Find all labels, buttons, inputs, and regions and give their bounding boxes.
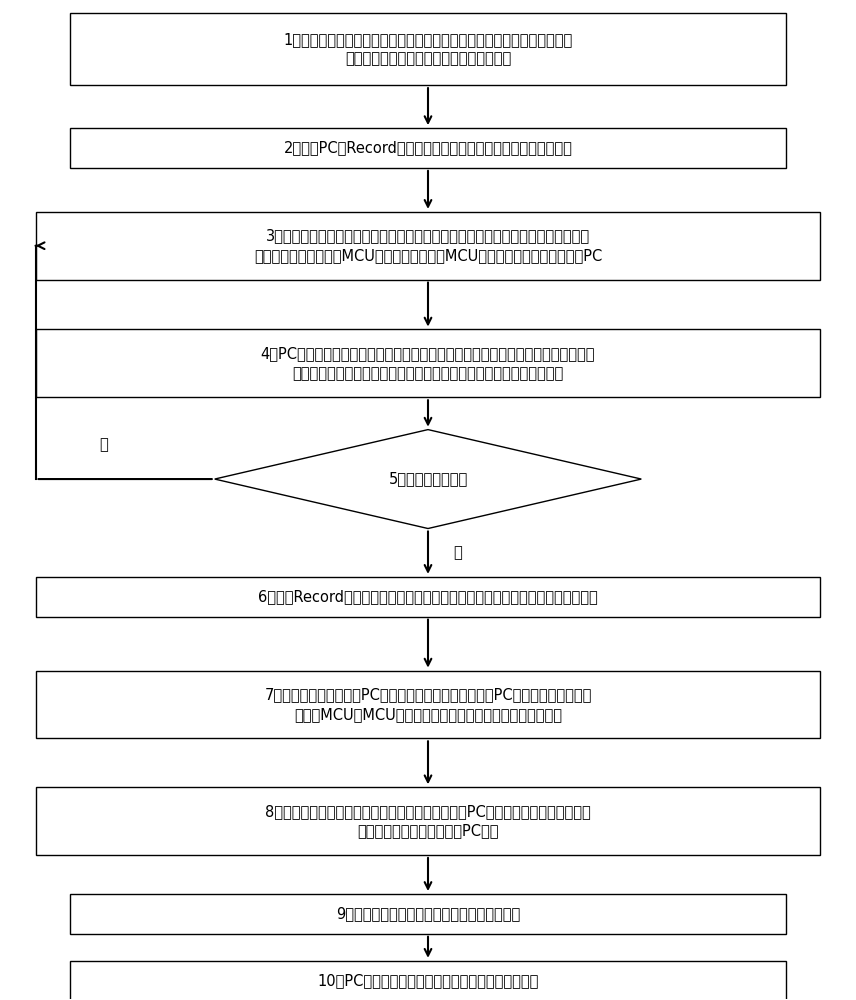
- FancyBboxPatch shape: [35, 212, 821, 280]
- FancyBboxPatch shape: [69, 894, 787, 934]
- FancyBboxPatch shape: [69, 13, 787, 85]
- Text: 是: 是: [454, 545, 462, 560]
- Polygon shape: [215, 430, 641, 529]
- Text: 4、PC记录测试盒传输的遥控指令，同时获取其操作系统的时钟信息，计算与上一次
遥控指令的时间间隔，根据遥控指令和时间间隔建立自动测试操作流程: 4、PC记录测试盒传输的遥控指令，同时获取其操作系统的时钟信息，计算与上一次 遥…: [261, 346, 595, 381]
- Text: 否: 否: [99, 438, 108, 453]
- Text: 1、将测试盒与电视机的遥控接收头并行放置，使得测试盒上的遥控接收头
能够接收到遥控器发送给电视机的遥控信号: 1、将测试盒与电视机的遥控接收头并行放置，使得测试盒上的遥控接收头 能够接收到遥…: [283, 32, 573, 67]
- FancyBboxPatch shape: [35, 577, 821, 617]
- Text: 6、关闭Record功能，打开自动测试操作流程，对自动操作测试流程进行人工编辑: 6、关闭Record功能，打开自动测试操作流程，对自动操作测试流程进行人工编辑: [259, 589, 597, 604]
- FancyBboxPatch shape: [69, 128, 787, 168]
- Text: 3、执行人工测试流程，测试盒遥控接收头接收遥控器发送给电视机的遥控信号，将
遥控信号传输给测试盒MCU进行解析，测试盒MCU将解析出的遥控指令传输给PC: 3、执行人工测试流程，测试盒遥控接收头接收遥控器发送给电视机的遥控信号，将 遥控…: [254, 228, 602, 263]
- Text: 9、按照设定的次数循环运行自动测试操作流程: 9、按照设定的次数循环运行自动测试操作流程: [336, 906, 520, 921]
- Text: 7、进入自动测试阶段，PC调用自动测试操作流程运行，PC将遥控指令传输到测
试盒的MCU，MCU根据遥控指令控制遥控发射头发射遥控信号: 7、进入自动测试阶段，PC调用自动测试操作流程运行，PC将遥控指令传输到测 试盒…: [265, 687, 591, 722]
- FancyBboxPatch shape: [35, 329, 821, 397]
- FancyBboxPatch shape: [69, 961, 787, 1000]
- Text: 8、被测试电视机接收遥控信号，执行相应的操作，PC控制摄像头摄像电视机图像
，并将所摄取的图像传输给PC存储: 8、被测试电视机接收遥控信号，执行相应的操作，PC控制摄像头摄像电视机图像 ，并…: [265, 804, 591, 839]
- FancyBboxPatch shape: [35, 787, 821, 855]
- Text: 2、启动PC的Record（记录）功能，开始记录人工测试的操作步骤: 2、启动PC的Record（记录）功能，开始记录人工测试的操作步骤: [283, 140, 573, 155]
- Text: 10、PC对摄像头传输的图像进行分析，获取测试结果: 10、PC对摄像头传输的图像进行分析，获取测试结果: [318, 973, 538, 988]
- FancyBboxPatch shape: [35, 671, 821, 738]
- Text: 5、人工测试结束？: 5、人工测试结束？: [389, 472, 467, 487]
